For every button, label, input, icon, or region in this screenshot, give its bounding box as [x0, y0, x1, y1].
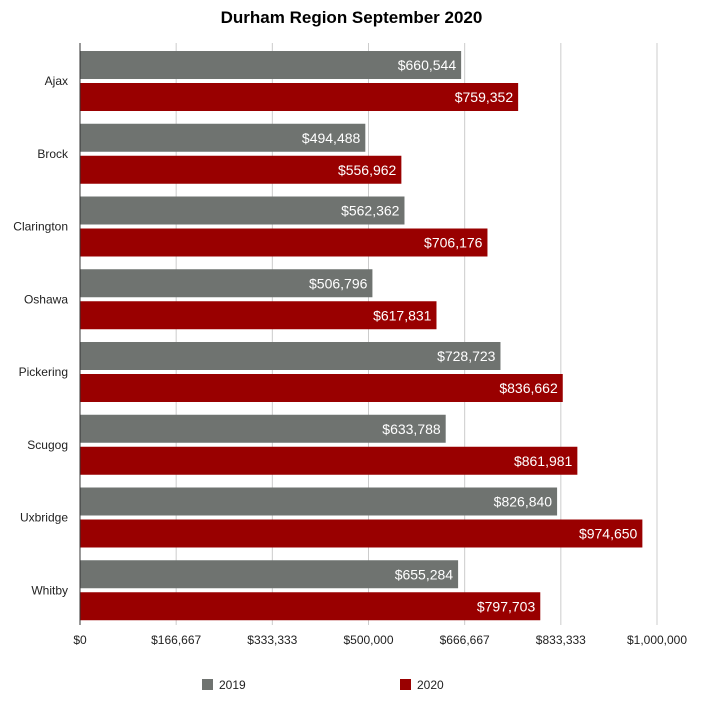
data-label: $759,352 — [455, 89, 514, 105]
bar-2020 — [80, 83, 519, 111]
data-label: $728,723 — [437, 348, 496, 364]
bar-2020 — [80, 228, 488, 257]
data-label: $797,703 — [477, 598, 536, 614]
category-label: Uxbridge — [20, 511, 68, 525]
bar-2020 — [80, 446, 578, 475]
bar-2020 — [80, 374, 563, 402]
data-label: $836,662 — [499, 380, 558, 396]
bar-2020 — [80, 519, 643, 548]
category-label: Brock — [37, 147, 69, 161]
x-tick-label: $1,000,000 — [627, 633, 687, 647]
data-label: $556,962 — [338, 162, 397, 178]
data-label: $506,796 — [309, 275, 368, 291]
data-label: $706,176 — [424, 235, 483, 251]
x-tick-label: $666,667 — [440, 633, 490, 647]
bar-2019 — [80, 196, 405, 225]
bar-2019 — [80, 269, 373, 298]
bar-2019 — [80, 560, 459, 589]
data-label: $974,650 — [579, 526, 638, 542]
x-tick-label: $166,667 — [151, 633, 201, 647]
legend-swatch-2020 — [400, 679, 411, 690]
bar-2020 — [80, 301, 437, 330]
bar-2020 — [80, 155, 402, 184]
legend-swatch-2019 — [202, 679, 213, 690]
data-label: $617,831 — [373, 307, 432, 323]
chart-title: Durham Region September 2020 — [220, 8, 483, 27]
bar-2019 — [80, 342, 501, 370]
data-label: $660,544 — [398, 57, 457, 73]
category-label: Ajax — [45, 74, 68, 88]
legend-label: 2020 — [417, 678, 444, 692]
bar-2019 — [80, 51, 462, 79]
data-label: $494,488 — [302, 130, 361, 146]
x-tick-label: $500,000 — [343, 633, 393, 647]
x-tick-label: $333,333 — [247, 633, 297, 647]
data-label: $861,981 — [514, 453, 573, 469]
x-tick-label: $833,333 — [536, 633, 586, 647]
data-label: $655,284 — [395, 566, 454, 582]
category-label: Whitby — [31, 583, 68, 597]
category-label: Oshawa — [24, 292, 68, 306]
category-label: Pickering — [19, 365, 68, 379]
legend-label: 2019 — [219, 678, 246, 692]
bar-2019 — [80, 123, 366, 152]
category-label: Clarington — [13, 220, 68, 234]
data-label: $826,840 — [494, 494, 553, 510]
data-label: $633,788 — [382, 421, 441, 437]
bar-2020 — [80, 592, 541, 621]
x-tick-label: $0 — [73, 633, 87, 647]
bar-2019 — [80, 414, 446, 443]
bar-2019 — [80, 487, 558, 516]
data-label: $562,362 — [341, 203, 400, 219]
category-label: Scugog — [27, 438, 68, 452]
